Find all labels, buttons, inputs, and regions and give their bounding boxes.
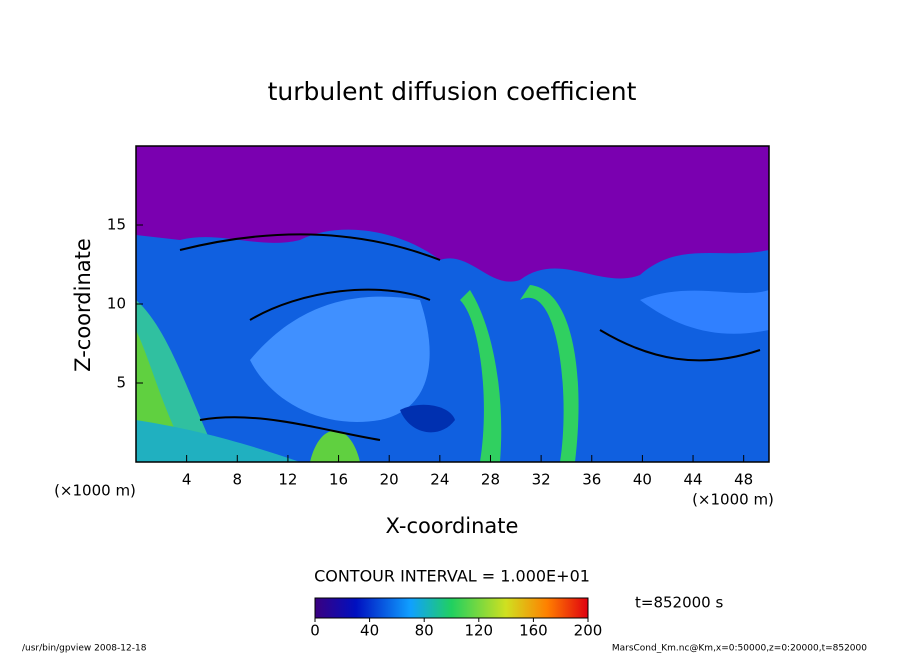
colorbar-tick-label: 200 (574, 622, 603, 640)
colorbar-tick-label: 120 (464, 622, 493, 640)
contour-interval: CONTOUR INTERVAL = 1.000E+01 (314, 567, 590, 586)
time-label: t=852000 s (635, 594, 723, 612)
y-tick-label: 15 (107, 216, 126, 234)
colorbar-tick-label: 0 (310, 622, 320, 640)
footer-left: /usr/bin/gpview 2008-12-18 (22, 644, 147, 654)
y-axis-label: Z-coordinate (71, 238, 95, 372)
x-tick-label: 24 (430, 471, 449, 489)
x-tick-label: 40 (633, 471, 652, 489)
x-unit: (×1000 m) (692, 491, 774, 509)
x-tick-label: 44 (683, 471, 702, 489)
colorbar-tick-label: 40 (360, 622, 379, 640)
x-tick-label: 12 (278, 471, 297, 489)
y-tick-label: 10 (107, 295, 126, 313)
colorbar-tick-label: 80 (415, 622, 434, 640)
footer-right: MarsCond_Km.nc@Km,x=0:50000,z=0:20000,t=… (612, 644, 867, 654)
colorbar-tick-label: 160 (519, 622, 548, 640)
x-tick-label: 16 (329, 471, 348, 489)
x-tick-label: 32 (532, 471, 551, 489)
x-tick-label: 48 (734, 471, 753, 489)
x-tick-label: 4 (182, 471, 192, 489)
x-tick-label: 20 (380, 471, 399, 489)
chart-title: turbulent diffusion coefficient (268, 77, 637, 106)
colorbar (314, 597, 589, 619)
x-tick-label: 36 (582, 471, 601, 489)
x-tick-label: 28 (481, 471, 500, 489)
x-axis-label: X-coordinate (386, 514, 519, 538)
y-unit: (×1000 m) (54, 482, 136, 500)
x-tick-label: 8 (233, 471, 243, 489)
y-tick-label: 5 (116, 374, 126, 392)
field (136, 146, 769, 462)
